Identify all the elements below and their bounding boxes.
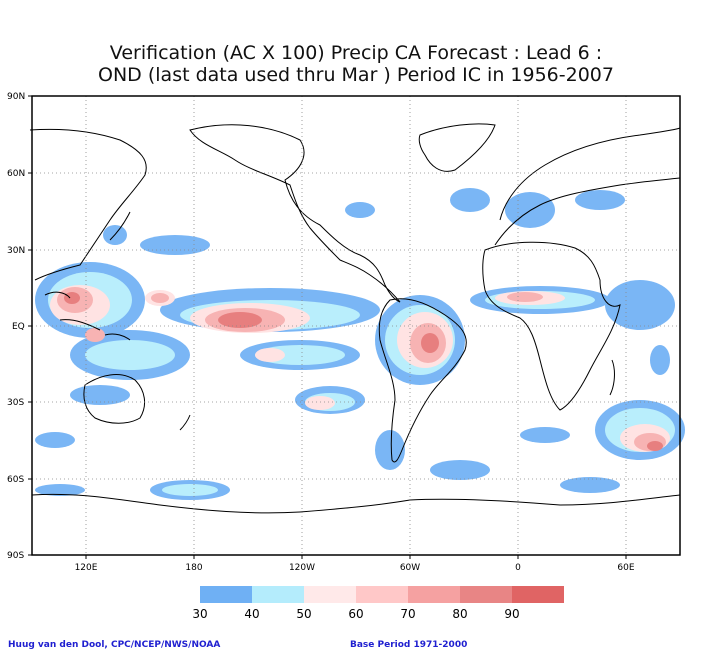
lat-labels: 90N 60N 30N EQ 30S 60S 90S: [7, 92, 25, 561]
colorbar-swatch: [460, 586, 512, 603]
colorbar: [200, 586, 564, 603]
colorbar-swatch: [512, 586, 564, 603]
lon-label: 60E: [617, 563, 634, 573]
base-period-text: Base Period 1971-2000: [350, 640, 468, 650]
colorbar-swatch: [200, 586, 252, 603]
colorbar-swatch: [252, 586, 304, 603]
lat-label: 90S: [7, 551, 24, 561]
colorbar-label: 40: [244, 607, 259, 621]
title-line-2: OND (last data used thru Mar ) Period IC…: [98, 64, 614, 86]
colorbar-label: 80: [452, 607, 467, 621]
lon-label: 180: [185, 563, 202, 573]
lat-label: 90N: [7, 92, 25, 102]
lon-label: 120E: [75, 563, 98, 573]
colorbar-swatch: [408, 586, 460, 603]
credit-text: Huug van den Dool, CPC/NCEP/NWS/NOAA: [8, 640, 221, 650]
lat-label: 30S: [7, 398, 24, 408]
colorbar-swatch: [356, 586, 408, 603]
colorbar-label: 70: [400, 607, 415, 621]
colorbar-label: 50: [296, 607, 311, 621]
lon-label: 0: [515, 563, 521, 573]
coastlines: [29, 123, 681, 514]
title-line-1: Verification (AC X 100) Precip CA Foreca…: [109, 42, 603, 64]
colorbar-label: 60: [348, 607, 363, 621]
colorbar-swatch: [304, 586, 356, 603]
lat-label: 60S: [7, 475, 24, 485]
lon-labels: 120E 180 120W 60W 0 60E: [75, 563, 635, 573]
lon-label: 60W: [400, 563, 420, 573]
lat-label: 60N: [7, 169, 25, 179]
lat-label: 30N: [7, 246, 25, 256]
grid-lines: [32, 96, 680, 555]
lon-label: 120W: [289, 563, 315, 573]
colorbar-label: 30: [192, 607, 207, 621]
colorbar-label: 90: [504, 607, 519, 621]
colorbar-labels: 30 40 50 60 70 80 90: [192, 607, 519, 621]
lat-label: EQ: [12, 322, 25, 332]
skill-shading: [35, 188, 685, 500]
axis-ticks: [28, 95, 627, 559]
